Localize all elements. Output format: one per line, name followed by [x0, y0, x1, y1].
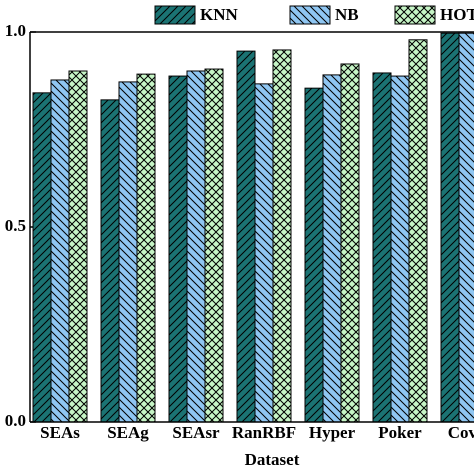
- bar: [100, 99, 120, 423]
- x-tick-label: Hyper: [309, 423, 356, 442]
- bar: [304, 87, 324, 423]
- bar: [272, 49, 292, 423]
- x-tick-label: RanRBF: [232, 423, 296, 442]
- bar: [204, 68, 224, 423]
- y-tick-label: 1.0: [5, 21, 26, 40]
- bar: [340, 63, 360, 423]
- bar: [32, 92, 52, 423]
- legend-swatch: [394, 5, 436, 25]
- bar: [68, 70, 88, 423]
- bar: [50, 79, 70, 423]
- bar: [168, 75, 188, 423]
- y-tick-label: 0.0: [5, 411, 26, 430]
- legend-label: NB: [335, 5, 359, 24]
- bar: [118, 81, 138, 423]
- bar: [236, 50, 256, 423]
- bar: [458, 32, 474, 423]
- legend-swatch: [289, 5, 331, 25]
- legend-label: HOT: [440, 5, 474, 24]
- bar: [322, 74, 342, 423]
- bar: [408, 39, 428, 423]
- x-tick-label: SEAg: [107, 423, 149, 442]
- x-axis-label: Dataset: [245, 450, 300, 469]
- x-tick-label: SEAsr: [172, 423, 220, 442]
- legend-swatch: [154, 5, 196, 25]
- y-tick-label: 0.5: [5, 216, 26, 235]
- legend-label: KNN: [200, 5, 239, 24]
- bar: [390, 75, 410, 423]
- bar: [372, 72, 392, 423]
- x-tick-label: CovT: [448, 423, 474, 442]
- bar: [440, 32, 460, 423]
- x-tick-label: Poker: [378, 423, 422, 442]
- x-tick-label: SEAs: [40, 423, 80, 442]
- bar: [254, 83, 274, 423]
- bar: [186, 70, 206, 423]
- bar: [136, 73, 156, 423]
